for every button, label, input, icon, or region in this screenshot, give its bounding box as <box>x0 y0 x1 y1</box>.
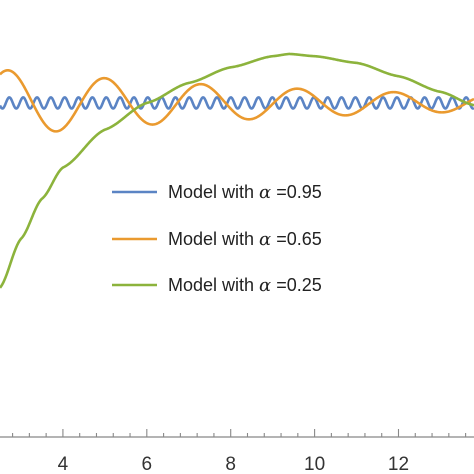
legend-alpha-symbol: α <box>259 182 271 203</box>
legend-value: =0.25 <box>271 275 322 295</box>
series-line-2 <box>0 52 474 289</box>
legend-label-0: Model with α =0.95 <box>168 182 322 203</box>
legend-alpha-symbol: α <box>259 229 271 250</box>
series-layer <box>0 52 474 289</box>
legend-prefix: Model with <box>168 182 259 202</box>
series-line-1 <box>0 69 474 133</box>
x-tick-label: 4 <box>58 454 69 474</box>
x-tick-label: 12 <box>388 454 409 474</box>
legend-prefix: Model with <box>168 229 259 249</box>
legend-value: =0.65 <box>271 229 322 249</box>
legend-prefix: Model with <box>168 275 259 295</box>
x-axis: 4 6 8 10 12 <box>0 429 474 474</box>
legend-value: =0.95 <box>271 182 322 202</box>
legend-alpha-symbol: α <box>259 275 271 296</box>
x-tick-label: 10 <box>304 454 325 474</box>
x-tick-label: 8 <box>225 454 236 474</box>
legend-label-1: Model with α =0.65 <box>168 229 322 250</box>
series-line-0 <box>0 96 474 110</box>
x-tick-label: 6 <box>142 454 153 474</box>
legend-label-2: Model with α =0.25 <box>168 275 322 296</box>
